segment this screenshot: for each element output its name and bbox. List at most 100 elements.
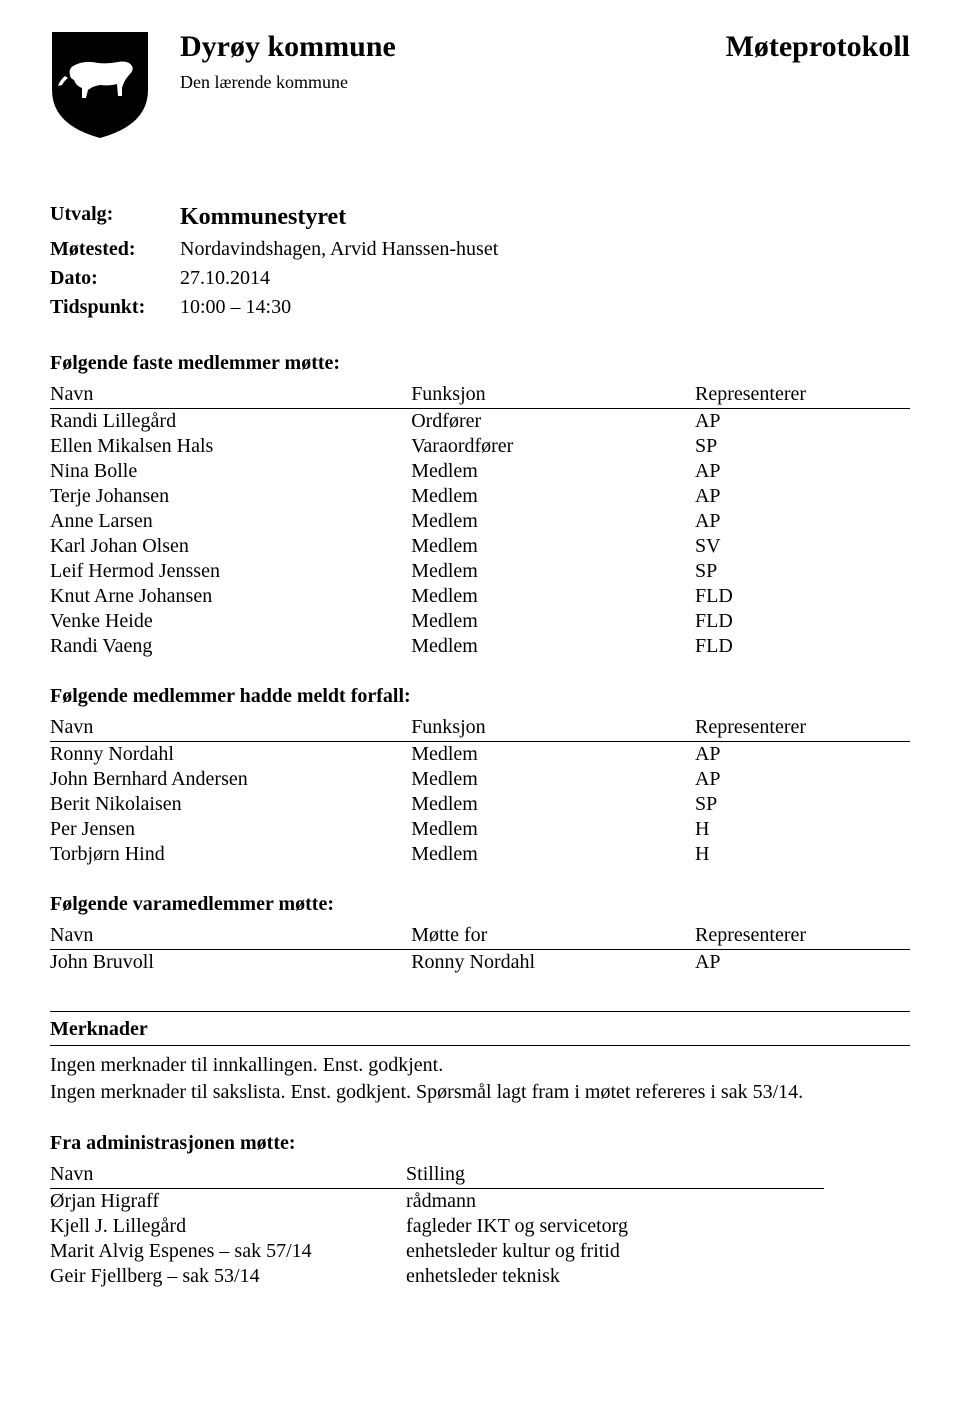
table-cell: Medlem [411, 767, 695, 792]
table-cell: SP [695, 559, 910, 584]
table-cell: SP [695, 434, 910, 459]
header-text-block: Dyrøy kommune Den lærende kommune [180, 30, 726, 93]
table-row: Leif Hermod JenssenMedlemSP [50, 559, 910, 584]
meta-dato-label: Dato: [50, 264, 180, 293]
vara-col-func: Møtte for [411, 922, 695, 950]
admin-col-stilling: Stilling [406, 1161, 824, 1189]
table-cell: Kjell J. Lillegård [50, 1214, 406, 1239]
table-cell: Randi Vaeng [50, 634, 411, 659]
forfall-col-name: Navn [50, 714, 411, 742]
table-cell: Ordfører [411, 408, 695, 434]
faste-col-func: Funksjon [411, 381, 695, 409]
table-cell: Knut Arne Johansen [50, 584, 411, 609]
table-cell: Marit Alvig Espenes – sak 57/14 [50, 1239, 406, 1264]
table-row: John Bernhard AndersenMedlemAP [50, 767, 910, 792]
faste-col-rep: Representerer [695, 381, 910, 409]
table-cell: Varaordfører [411, 434, 695, 459]
faste-tbody: Randi LillegårdOrdførerAPEllen Mikalsen … [50, 408, 910, 659]
table-cell: FLD [695, 584, 910, 609]
meta-utvalg-value: Kommunestyret [180, 200, 910, 235]
table-cell: AP [695, 484, 910, 509]
vara-tbody: John BruvollRonny NordahlAP [50, 949, 910, 975]
vara-heading: Følgende varamedlemmer møtte: [50, 893, 910, 916]
table-cell: AP [695, 767, 910, 792]
meta-dato-value: 27.10.2014 [180, 264, 910, 293]
table-row: Terje JohansenMedlemAP [50, 484, 910, 509]
forfall-col-rep: Representerer [695, 714, 910, 742]
table-cell: Leif Hermod Jenssen [50, 559, 411, 584]
table-cell: Venke Heide [50, 609, 411, 634]
table-row: Venke HeideMedlemFLD [50, 609, 910, 634]
kommune-subtitle: Den lærende kommune [180, 72, 726, 93]
table-row: Anne LarsenMedlemAP [50, 509, 910, 534]
table-row: Karl Johan OlsenMedlemSV [50, 534, 910, 559]
meeting-meta: Utvalg: Kommunestyret Møtested: Nordavin… [50, 200, 910, 322]
merknader-block: Merknader Ingen merknader til innkalling… [50, 1011, 910, 1106]
table-row: Torbjørn HindMedlemH [50, 842, 910, 867]
table-row: Berit NikolaisenMedlemSP [50, 792, 910, 817]
faste-table: Navn Funksjon Representerer Randi Lilleg… [50, 381, 910, 659]
table-cell: Medlem [411, 509, 695, 534]
forfall-tbody: Ronny NordahlMedlemAPJohn Bernhard Ander… [50, 741, 910, 867]
table-cell: FLD [695, 609, 910, 634]
table-cell: Berit Nikolaisen [50, 792, 411, 817]
table-row: Per JensenMedlemH [50, 817, 910, 842]
vara-table: Navn Møtte for Representerer John Bruvol… [50, 922, 910, 975]
table-row: Ellen Mikalsen HalsVaraordførerSP [50, 434, 910, 459]
table-cell: Ørjan Higraff [50, 1188, 406, 1214]
table-row: Ronny NordahlMedlemAP [50, 741, 910, 767]
table-cell: AP [695, 949, 910, 975]
admin-table: Navn Stilling Ørjan HigraffrådmannKjell … [50, 1161, 824, 1289]
meta-tidspunkt-value: 10:00 – 14:30 [180, 293, 910, 322]
kommune-name: Dyrøy kommune [180, 30, 726, 64]
table-cell: fagleder IKT og servicetorg [406, 1214, 824, 1239]
table-row: Geir Fjellberg – sak 53/14enhetsleder te… [50, 1264, 824, 1289]
merknader-line2: Ingen merknader til sakslista. Enst. god… [50, 1079, 910, 1106]
table-cell: enhetsleder kultur og fritid [406, 1239, 824, 1264]
table-row: Randi VaengMedlemFLD [50, 634, 910, 659]
merknader-heading: Merknader [50, 1012, 910, 1045]
table-cell: Ronny Nordahl [411, 949, 695, 975]
table-cell: Geir Fjellberg – sak 53/14 [50, 1264, 406, 1289]
document-type-title: Møteprotokoll [726, 30, 910, 64]
admin-heading: Fra administrasjonen møtte: [50, 1132, 910, 1155]
table-cell: Torbjørn Hind [50, 842, 411, 867]
table-row: Nina BolleMedlemAP [50, 459, 910, 484]
forfall-col-func: Funksjon [411, 714, 695, 742]
table-cell: AP [695, 408, 910, 434]
table-cell: Ronny Nordahl [50, 741, 411, 767]
forfall-table: Navn Funksjon Representerer Ronny Nordah… [50, 714, 910, 867]
table-row: Randi LillegårdOrdførerAP [50, 408, 910, 434]
table-cell: Medlem [411, 484, 695, 509]
table-cell: Medlem [411, 609, 695, 634]
table-cell: Karl Johan Olsen [50, 534, 411, 559]
table-row: Marit Alvig Espenes – sak 57/14enhetsled… [50, 1239, 824, 1264]
table-cell: H [695, 817, 910, 842]
table-cell: Terje Johansen [50, 484, 411, 509]
meta-motested-value: Nordavindshagen, Arvid Hanssen-huset [180, 235, 910, 264]
table-cell: AP [695, 459, 910, 484]
table-row: Kjell J. Lillegårdfagleder IKT og servic… [50, 1214, 824, 1239]
table-cell: FLD [695, 634, 910, 659]
table-cell: Nina Bolle [50, 459, 411, 484]
forfall-heading: Følgende medlemmer hadde meldt forfall: [50, 685, 910, 708]
meta-motested-label: Møtested: [50, 235, 180, 264]
table-cell: Medlem [411, 741, 695, 767]
kommune-shield-icon [50, 30, 150, 140]
table-cell: Medlem [411, 459, 695, 484]
table-cell: John Bernhard Andersen [50, 767, 411, 792]
table-cell: Medlem [411, 534, 695, 559]
table-cell: SV [695, 534, 910, 559]
table-cell: SP [695, 792, 910, 817]
table-cell: Medlem [411, 584, 695, 609]
table-cell: AP [695, 741, 910, 767]
meta-tidspunkt-label: Tidspunkt: [50, 293, 180, 322]
table-cell: Medlem [411, 842, 695, 867]
table-row: Knut Arne JohansenMedlemFLD [50, 584, 910, 609]
table-cell: Medlem [411, 634, 695, 659]
table-cell: Anne Larsen [50, 509, 411, 534]
table-cell: AP [695, 509, 910, 534]
table-cell: Randi Lillegård [50, 408, 411, 434]
table-row: John BruvollRonny NordahlAP [50, 949, 910, 975]
table-cell: Ellen Mikalsen Hals [50, 434, 411, 459]
